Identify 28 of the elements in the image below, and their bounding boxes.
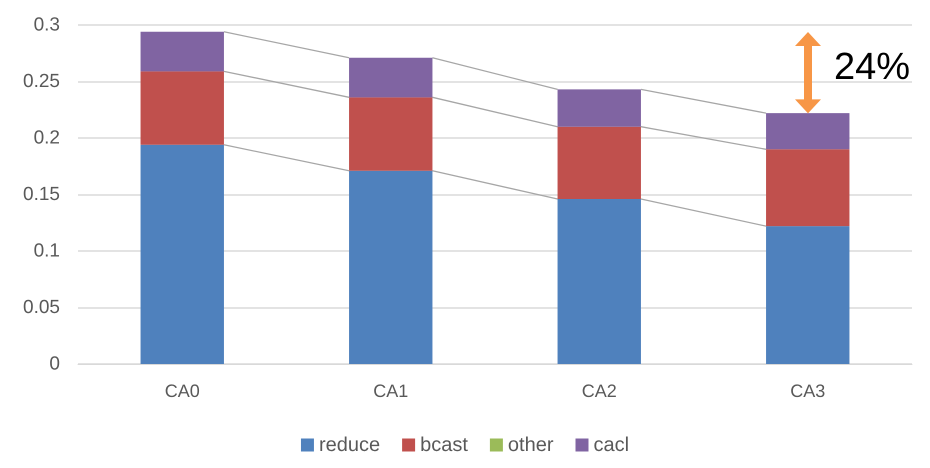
bar — [140, 71, 224, 145]
y-tick-label: 0.05 — [23, 297, 60, 318]
bar — [558, 199, 641, 364]
bar — [558, 126, 641, 200]
x-tick-label: CA1 — [373, 381, 408, 401]
y-tick-label: 0.3 — [34, 14, 60, 36]
bar — [140, 32, 224, 72]
bar — [766, 226, 850, 364]
bar — [766, 149, 850, 226]
bar — [349, 170, 432, 364]
annotation: 24% — [834, 46, 910, 88]
y-tick-label: 0 — [49, 354, 60, 374]
legend-label: other — [508, 434, 554, 456]
x-tick-label: CA0 — [164, 381, 200, 401]
x-tick-label: CA3 — [790, 381, 826, 401]
y-tick-label: 0.2 — [34, 128, 60, 148]
y-tick-label: 0.1 — [34, 240, 60, 262]
bar — [558, 89, 641, 127]
bar — [140, 144, 224, 364]
bar — [766, 113, 850, 150]
y-tick-label: 0.25 — [23, 71, 60, 92]
x-tick-label: CA2 — [582, 381, 617, 401]
legend-label: reduce — [318, 434, 380, 456]
legend-label: cacl — [593, 434, 630, 456]
bar — [349, 58, 432, 98]
legend-label: bcast — [420, 434, 468, 456]
bar — [349, 97, 432, 171]
y-tick-label: 0.15 — [23, 184, 60, 205]
